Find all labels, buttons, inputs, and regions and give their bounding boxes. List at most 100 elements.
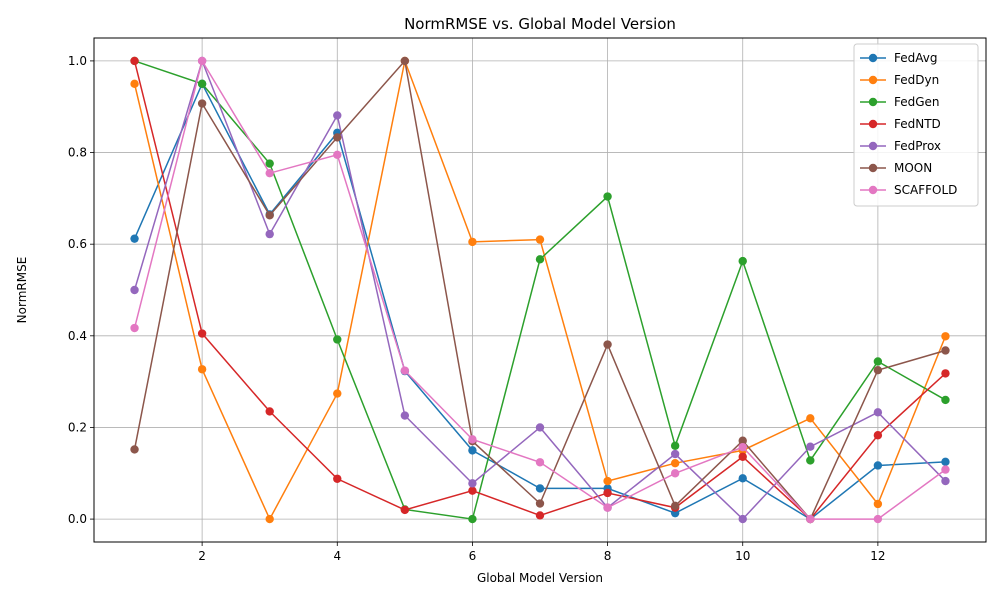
- legend-marker: [868, 119, 878, 129]
- y-tick-label: 1.0: [68, 54, 87, 68]
- data-point: [333, 389, 342, 398]
- data-point: [535, 484, 545, 493]
- y-tick-label: 0.2: [68, 420, 87, 434]
- x-tick-label: 2: [198, 549, 206, 563]
- legend-label: SCAFFOLD: [894, 183, 957, 197]
- data-point: [400, 366, 410, 375]
- data-point: [197, 79, 207, 89]
- legend-label: FedGen: [894, 95, 940, 109]
- data-point: [130, 56, 139, 66]
- data-point: [603, 192, 612, 201]
- data-point: [130, 79, 139, 89]
- data-point: [873, 365, 883, 375]
- data-point: [400, 56, 410, 66]
- data-point: [603, 340, 612, 349]
- legend-label: FedAvg: [894, 51, 937, 65]
- y-axis-label: NormRMSE: [15, 257, 29, 324]
- data-point: [873, 431, 883, 440]
- y-tick-label: 0.8: [68, 146, 87, 160]
- data-point: [873, 461, 883, 470]
- data-point: [873, 357, 883, 366]
- data-point: [197, 365, 207, 374]
- data-point: [130, 445, 139, 454]
- data-point: [941, 346, 950, 355]
- data-point: [130, 285, 139, 295]
- x-tick-label: 4: [333, 549, 341, 563]
- data-point: [603, 476, 612, 486]
- data-point: [197, 56, 207, 66]
- data-point: [265, 159, 274, 168]
- data-point: [738, 452, 747, 461]
- legend-item: FedDyn: [860, 73, 939, 87]
- legend-item: FedGen: [860, 95, 940, 109]
- legend-label: FedDyn: [894, 73, 939, 87]
- data-point: [333, 335, 342, 344]
- series-layer: [130, 56, 950, 524]
- data-point: [333, 474, 342, 483]
- legend-label: MOON: [894, 161, 932, 175]
- data-point: [738, 436, 747, 445]
- data-point: [333, 150, 342, 160]
- data-point: [670, 458, 680, 468]
- data-point: [197, 329, 207, 338]
- y-tick-label: 0.0: [68, 512, 87, 526]
- legend-item: SCAFFOLD: [860, 183, 957, 197]
- legend-marker: [868, 97, 878, 107]
- data-point: [535, 423, 545, 432]
- legend-item: FedAvg: [860, 51, 937, 65]
- data-point: [535, 499, 545, 508]
- data-point: [738, 256, 747, 266]
- data-point: [670, 449, 680, 459]
- y-axis-ticks: 0.0 0.2 0.4 0.6 0.8 1.0: [68, 54, 94, 526]
- data-point: [873, 499, 883, 509]
- chart-title: NormRMSE vs. Global Model Version: [404, 15, 676, 33]
- data-point: [806, 442, 815, 451]
- data-point: [941, 369, 950, 378]
- data-point: [468, 479, 477, 488]
- y-tick-label: 0.4: [68, 329, 87, 343]
- data-point: [265, 168, 274, 178]
- legend-marker: [868, 163, 878, 173]
- data-point: [468, 435, 477, 444]
- data-point: [806, 414, 815, 423]
- data-point: [400, 505, 410, 515]
- data-point: [333, 133, 342, 142]
- x-axis-label: Global Model Version: [477, 571, 603, 585]
- data-point: [535, 255, 545, 264]
- legend-box: [853, 43, 979, 207]
- x-tick-label: 6: [469, 549, 477, 563]
- data-point: [468, 486, 477, 495]
- data-point: [265, 229, 274, 239]
- data-point: [806, 514, 815, 524]
- data-point: [670, 501, 680, 511]
- data-point: [468, 446, 477, 455]
- data-point: [941, 332, 950, 341]
- y-tick-label: 0.6: [68, 237, 87, 251]
- x-tick-label: 10: [735, 549, 750, 563]
- data-point: [535, 511, 545, 520]
- data-point: [941, 457, 950, 467]
- legend-label: FedNTD: [894, 117, 941, 131]
- data-point: [941, 395, 950, 405]
- data-point: [468, 237, 477, 247]
- data-point: [738, 514, 747, 524]
- series-scaffold: [130, 56, 950, 524]
- data-point: [941, 476, 950, 486]
- data-point: [265, 514, 274, 524]
- legend-marker: [868, 185, 878, 195]
- data-point: [197, 99, 207, 108]
- data-point: [130, 234, 139, 243]
- legend-label: FedProx: [894, 139, 941, 153]
- series-fedgen: [130, 56, 950, 524]
- x-axis-ticks: 2 4 6 8 10 12: [198, 542, 886, 563]
- plot-area-frame: [93, 37, 987, 543]
- legend-item: FedProx: [860, 139, 941, 153]
- legend-item: FedNTD: [860, 117, 941, 131]
- legend-marker: [868, 75, 878, 85]
- series-feddyn: [130, 56, 950, 524]
- data-point: [603, 488, 612, 498]
- data-point: [670, 469, 680, 478]
- data-point: [130, 323, 139, 333]
